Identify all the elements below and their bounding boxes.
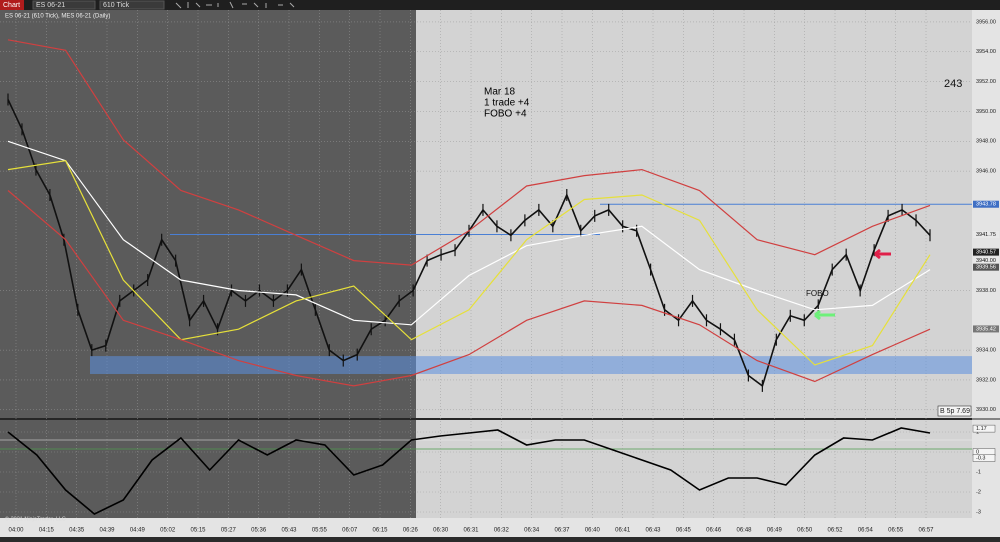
annotation: FOBO +4 [484, 109, 527, 120]
time-label: 05:55 [312, 528, 328, 534]
price-marker-label: 3941.75 [976, 232, 996, 238]
time-label: 06:49 [767, 528, 783, 534]
support-zone [90, 356, 972, 374]
indicator-line [7, 190, 931, 387]
osc-tick-label: -2 [976, 489, 981, 495]
osc-marker [972, 454, 996, 462]
sell-arrow [874, 248, 891, 260]
osc-marker [972, 424, 996, 433]
fobo-label: FOBO [806, 289, 829, 298]
time-label: 06:50 [797, 528, 813, 534]
osc-tick-label: -3 [976, 509, 981, 515]
instrument: ES 06-21 [36, 2, 65, 9]
price-marker [973, 263, 999, 271]
interval-select[interactable] [99, 0, 165, 10]
time-label: 04:00 [8, 528, 24, 534]
time-label: 05:02 [160, 528, 176, 534]
time-label: 06:32 [494, 528, 510, 534]
chart-header: ES 06-21 (610 Tick), MES 06-21 (Daily) [5, 14, 110, 20]
price-tick-label: 3932.00 [976, 377, 996, 383]
price-tick-label: 3934.00 [976, 348, 996, 354]
annotation: 1 trade +4 [484, 98, 530, 109]
time-label: 06:43 [645, 528, 661, 534]
price-tick-label: 3930.00 [976, 407, 996, 413]
time-label: 06:45 [676, 528, 692, 534]
osc-marker-label: 0 [976, 449, 979, 455]
time-label: 06:48 [736, 528, 752, 534]
price-tick-label: 3938.00 [976, 288, 996, 294]
time-label: 06:52 [827, 528, 843, 534]
time-label: 06:41 [615, 528, 631, 534]
osc-tick-label: 1 [976, 429, 979, 435]
interval: 610 Tick [103, 2, 130, 9]
oscillator-line [7, 427, 931, 515]
indicator-line [7, 39, 931, 266]
time-label: 04:35 [69, 528, 85, 534]
price-marker [973, 257, 999, 265]
buy-arrow [814, 309, 835, 321]
status: B 5p 7.69 [940, 408, 970, 415]
counter: 243 [944, 78, 962, 90]
time-axis [0, 518, 1000, 537]
osc-marker-label: 1.17 [976, 426, 987, 432]
price-marker-label: 3940.00 [976, 258, 996, 264]
time-label: 06:07 [342, 528, 358, 534]
time-label: 06:30 [433, 528, 449, 534]
price-tick-label: 3954.00 [976, 49, 996, 55]
annotation: Mar 18 [484, 87, 516, 98]
time-label: 06:40 [585, 528, 601, 534]
price-marker-label: 3943.78 [976, 202, 996, 208]
price-marker-label: 3940.57 [976, 250, 996, 256]
toolbar [0, 0, 1000, 10]
price-marker-label: 3935.42 [976, 326, 996, 332]
price-marker-label: 3939.56 [976, 265, 996, 271]
drawing-tools [175, 1, 295, 9]
time-label: 06:57 [918, 528, 934, 534]
time-label: 04:15 [39, 528, 55, 534]
price-tick-label: 3950.00 [976, 109, 996, 115]
indicator-line [7, 140, 931, 326]
price-tick-label: 3956.00 [976, 19, 996, 25]
time-label: 04:39 [99, 528, 115, 534]
time-label: 06:15 [372, 528, 388, 534]
price-marker [973, 325, 999, 333]
price-tick-label: 3948.00 [976, 139, 996, 145]
time-label: 06:34 [524, 528, 540, 534]
time-label: 05:27 [221, 528, 237, 534]
status-box [937, 405, 972, 417]
time-label: 06:26 [403, 528, 419, 534]
price-marker [973, 200, 999, 208]
price-tick-label: 3952.00 [976, 79, 996, 85]
instrument-select[interactable] [32, 0, 96, 10]
osc-tick-label: -1 [976, 469, 981, 475]
time-label: 05:15 [190, 528, 206, 534]
time-label: 06:55 [888, 528, 904, 534]
time-label: 05:36 [251, 528, 267, 534]
osc-marker-label: -0.3 [976, 455, 985, 461]
time-label: 06:54 [858, 528, 874, 534]
price-marker [973, 231, 999, 239]
chart-tab[interactable] [0, 0, 24, 10]
price-tick-label: 3946.00 [976, 169, 996, 175]
tab-label: Chart [3, 2, 20, 9]
time-label: 06:46 [706, 528, 722, 534]
time-label: 04:49 [130, 528, 146, 534]
indicator-line [7, 160, 931, 366]
copyright: © 2021 NinjaTrader, LLC [5, 515, 66, 522]
time-label: 06:37 [554, 528, 570, 534]
price-marker [973, 248, 999, 256]
osc-area [416, 420, 972, 518]
time-label: 05:43 [281, 528, 297, 534]
time-label: 06:31 [463, 528, 479, 534]
